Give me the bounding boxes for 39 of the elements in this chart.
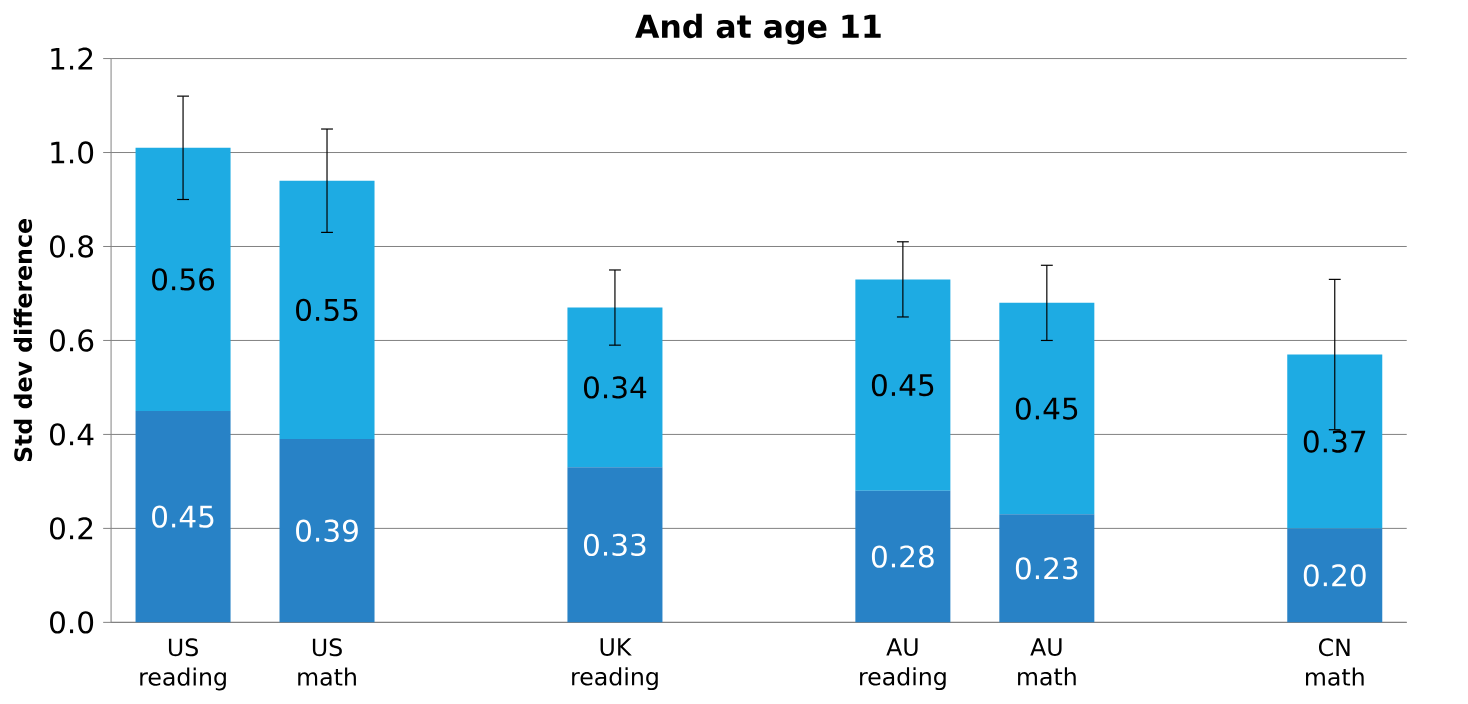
data-label: 0.45 xyxy=(152,505,214,528)
data-label: 0.28 xyxy=(871,545,934,568)
data-label: 0.39 xyxy=(296,519,358,542)
bar xyxy=(1287,354,1383,529)
data-label: 0.23 xyxy=(1015,557,1078,580)
chart-title: And at age 11 xyxy=(635,13,881,45)
bar xyxy=(567,307,663,468)
data-label: 0.33 xyxy=(583,533,646,556)
bar xyxy=(999,302,1095,515)
y-tick-label: 0.0 xyxy=(50,611,94,634)
x-tick-label: AU math xyxy=(1018,638,1076,686)
bar xyxy=(135,147,231,411)
y-tick-label: 0.2 xyxy=(50,517,93,540)
x-tick-label: AU reading xyxy=(860,638,946,690)
bar xyxy=(855,490,951,623)
data-label: 0.20 xyxy=(1303,564,1366,587)
y-tick-label: 1.2 xyxy=(51,47,93,70)
x-tick-label: US math xyxy=(298,638,356,686)
data-label: 0.55 xyxy=(296,298,358,321)
bar xyxy=(567,467,663,623)
x-tick-label: UK reading xyxy=(572,638,658,690)
data-label: 0.34 xyxy=(583,376,647,399)
x-tick-label: CN math xyxy=(1306,638,1364,686)
x-tick-label: US reading xyxy=(140,638,226,691)
y-tick-label: 1.0 xyxy=(51,141,94,164)
data-label: 0.37 xyxy=(1303,430,1366,453)
data-label: 0.45 xyxy=(871,373,934,397)
bar xyxy=(279,180,375,440)
bar xyxy=(999,514,1095,623)
bar xyxy=(1287,528,1383,623)
bar xyxy=(279,439,375,623)
bar xyxy=(135,410,231,623)
y-tick-label: 0.6 xyxy=(50,329,94,352)
y-tick-label: 0.8 xyxy=(50,235,94,258)
y-axis-title: Std dev difference xyxy=(13,219,33,462)
data-label: 0.45 xyxy=(1015,397,1078,420)
data-label: 0.56 xyxy=(152,268,215,291)
bar xyxy=(855,279,951,491)
y-tick-label: 0.4 xyxy=(50,423,94,446)
